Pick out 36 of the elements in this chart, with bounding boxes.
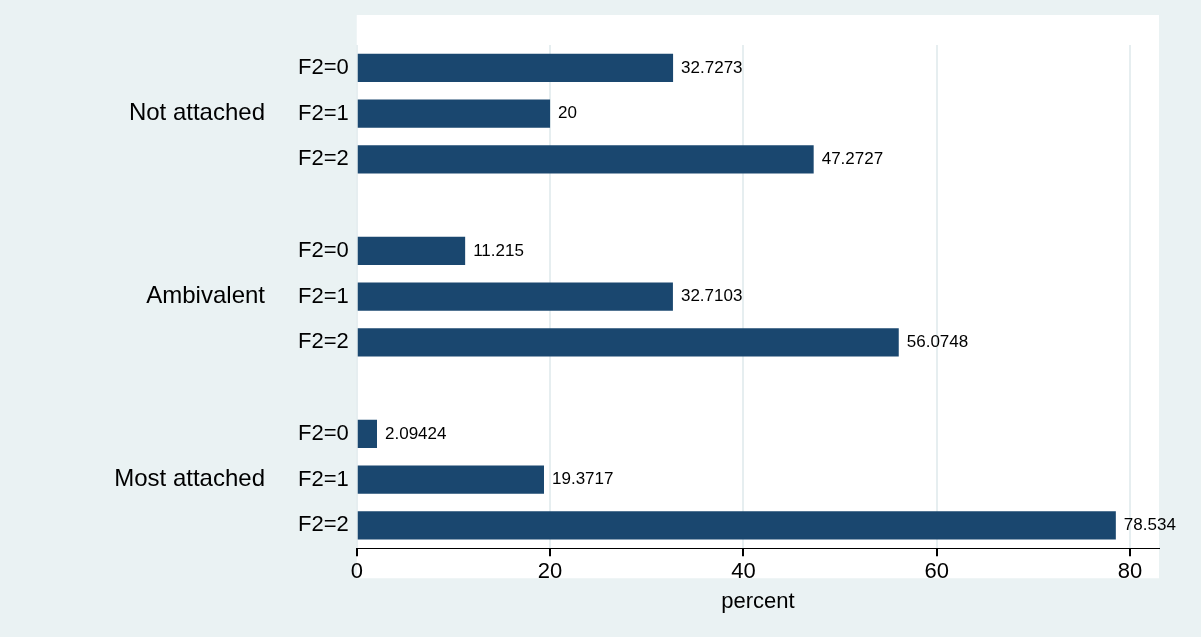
data-label: 11.215 [473, 240, 524, 260]
x-tick-label: 60 [924, 558, 949, 584]
data-label: 2.09424 [385, 423, 447, 443]
bar [357, 511, 1116, 540]
y-tick-label: F2=1 [297, 99, 349, 125]
y-tick-label: F2=1 [297, 282, 349, 308]
bar [357, 282, 673, 311]
bar [357, 236, 466, 266]
x-tick-label: 20 [537, 558, 563, 584]
x-tick-label: 0 [350, 558, 363, 584]
y-tick-label: F2=0 [297, 236, 349, 262]
bar [357, 99, 551, 128]
y-tick-label: F2=2 [297, 511, 349, 537]
bar [357, 328, 899, 357]
x-axis-title: percent [721, 587, 795, 613]
data-label: 32.7103 [680, 286, 743, 306]
x-tick-label: 40 [731, 558, 756, 584]
bar [357, 465, 544, 494]
data-label: 20 [558, 103, 577, 123]
y-tick-label: F2=0 [297, 419, 349, 445]
text: Not attached [128, 98, 265, 126]
text: Most attached [114, 464, 265, 492]
x-tick-label: 80 [1117, 558, 1143, 584]
data-label: 32.7273 [681, 57, 743, 77]
data-label: 19.3717 [552, 469, 614, 489]
y-tick-label: F2=2 [297, 145, 349, 171]
bar [357, 419, 377, 449]
data-label: 56.0748 [906, 332, 969, 352]
y-tick-label: F2=0 [297, 53, 349, 79]
y-tick-label: F2=1 [297, 465, 349, 491]
bar [357, 145, 814, 174]
data-label: 47.2727 [821, 149, 884, 169]
text: Ambivalent [146, 281, 266, 309]
y-tick-label: F2=2 [297, 328, 349, 354]
data-label: 78.534 [1123, 515, 1176, 535]
bar [357, 53, 674, 83]
